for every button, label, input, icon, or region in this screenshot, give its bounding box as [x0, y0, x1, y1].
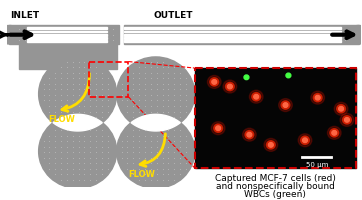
- Polygon shape: [53, 114, 102, 131]
- Circle shape: [337, 105, 345, 113]
- Bar: [195, 68, 356, 168]
- Text: FLOW: FLOW: [129, 170, 155, 179]
- Circle shape: [207, 75, 221, 88]
- Circle shape: [243, 128, 256, 141]
- Circle shape: [249, 90, 263, 103]
- Circle shape: [330, 129, 339, 137]
- Bar: [125, 40, 341, 42]
- Circle shape: [117, 114, 195, 188]
- Text: INLET: INLET: [10, 11, 39, 20]
- Circle shape: [286, 73, 291, 78]
- Bar: [195, 68, 356, 168]
- Circle shape: [39, 57, 117, 131]
- Circle shape: [247, 132, 252, 137]
- Circle shape: [266, 141, 275, 149]
- Circle shape: [300, 136, 310, 144]
- Circle shape: [214, 124, 223, 132]
- Text: Captured MCF-7 cells (red): Captured MCF-7 cells (red): [215, 174, 336, 183]
- Circle shape: [342, 116, 352, 124]
- Bar: [19, 44, 117, 69]
- Circle shape: [334, 102, 348, 115]
- Bar: [125, 27, 341, 29]
- Circle shape: [268, 143, 273, 147]
- Circle shape: [279, 99, 292, 112]
- Circle shape: [227, 84, 232, 89]
- Text: WBCs (green): WBCs (green): [244, 190, 306, 199]
- Circle shape: [0, 25, 19, 44]
- Bar: [125, 31, 341, 32]
- Polygon shape: [131, 114, 180, 131]
- Circle shape: [244, 75, 249, 80]
- Circle shape: [340, 113, 354, 126]
- Circle shape: [252, 93, 261, 101]
- Circle shape: [303, 138, 307, 143]
- Bar: [9, 25, 119, 44]
- Circle shape: [339, 106, 344, 111]
- Circle shape: [210, 78, 219, 86]
- Circle shape: [281, 101, 290, 109]
- Circle shape: [328, 126, 341, 139]
- Bar: [27, 34, 107, 36]
- Bar: [125, 25, 359, 44]
- Bar: [27, 31, 107, 32]
- Circle shape: [226, 82, 234, 91]
- Circle shape: [223, 80, 237, 93]
- Text: and nonspecifically bound: and nonspecifically bound: [216, 182, 335, 191]
- Bar: [125, 37, 341, 39]
- Circle shape: [345, 118, 349, 122]
- Circle shape: [349, 25, 362, 44]
- Bar: [27, 37, 107, 39]
- Text: FLOW: FLOW: [49, 115, 75, 124]
- Circle shape: [117, 57, 195, 131]
- Bar: [89, 62, 129, 97]
- Circle shape: [264, 138, 278, 151]
- Text: OUTLET: OUTLET: [154, 11, 193, 20]
- Circle shape: [39, 114, 117, 188]
- Circle shape: [315, 95, 320, 100]
- Circle shape: [216, 126, 220, 131]
- Circle shape: [211, 122, 225, 135]
- Bar: [27, 40, 107, 42]
- Circle shape: [245, 131, 254, 139]
- Text: 50 μm: 50 μm: [306, 162, 328, 168]
- Circle shape: [212, 80, 217, 84]
- Circle shape: [313, 93, 322, 102]
- Circle shape: [254, 94, 259, 99]
- Bar: [27, 27, 107, 29]
- Circle shape: [283, 103, 288, 107]
- Circle shape: [298, 134, 312, 147]
- Bar: [125, 34, 341, 36]
- Circle shape: [332, 131, 337, 135]
- Circle shape: [311, 91, 324, 104]
